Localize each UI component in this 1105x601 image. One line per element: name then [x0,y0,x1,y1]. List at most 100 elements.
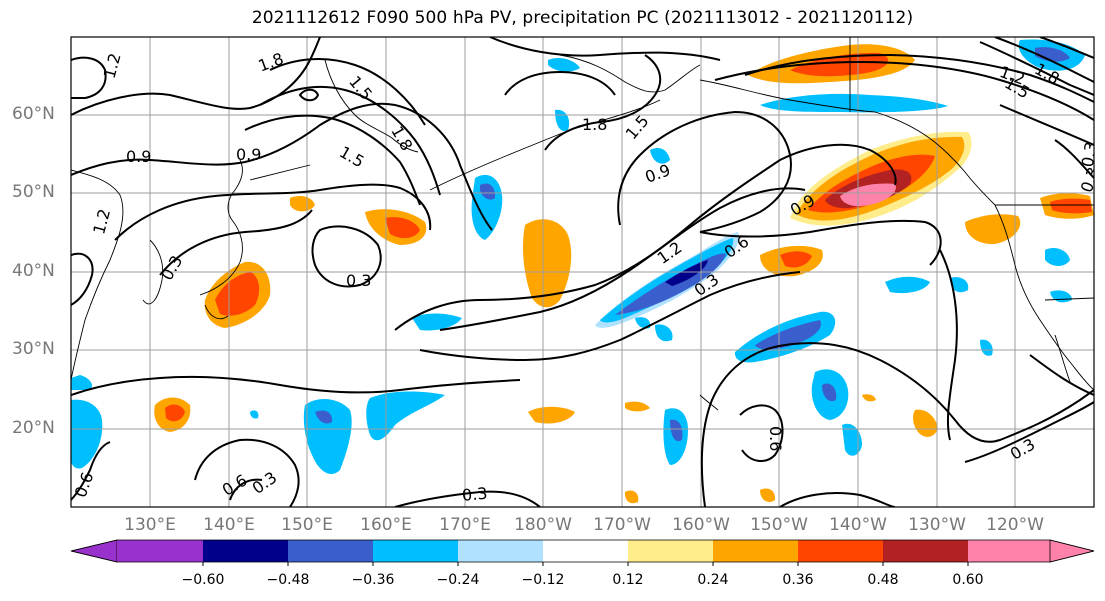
colorbar-tick-label: 0.36 [782,572,814,588]
lon-label: 130°W [908,515,966,535]
pv-contour [419,271,801,362]
pv-contour [298,88,320,102]
lon-label: 150°W [750,515,808,535]
coastline-japan-kyushu [204,304,229,320]
colorbar-segment [968,540,1050,562]
coastline-alaska-west [559,54,701,93]
coastline-kurils [249,164,311,181]
coastline-na-west [994,204,1094,391]
precip-negative-blob [822,383,837,402]
precip-negative-blob [755,320,821,350]
pv-contour [394,143,897,331]
precip-negative-blob [842,423,862,456]
colorbar-tick-label: 0.60 [952,572,984,588]
coastline-korea [142,239,164,305]
pv-contour [71,441,111,501]
colorbar-segment [458,540,543,562]
precip-negative-blob [760,93,948,113]
pv-contour [394,490,541,507]
precip-negative-blob [650,148,670,164]
pv-contour [700,342,1094,507]
colorbar-segment [798,540,883,562]
precip-positive-blob [165,404,185,422]
lon-label: 160°E [360,515,412,535]
pv-contour [504,70,616,96]
precip-negative-blob [471,174,503,240]
precip-positive-blob [780,251,812,268]
contour-label: 0.9 [236,145,261,164]
colorbar-tick-label: −0.36 [351,572,395,588]
coastline-hawaii [699,394,719,411]
pv-contour [71,102,493,231]
precip-negative-blob [250,410,259,419]
precip-positive-blob [840,183,896,207]
colorbar-tick-label: 0.12 [612,572,644,588]
lat-label: 60°N [12,104,55,124]
precip-positive-blob [1050,198,1092,214]
colorbar-outline [70,539,1095,563]
precip-positive-blob [862,394,876,402]
lon-label: 140°E [203,515,255,535]
pv-contour [71,252,94,306]
precip-negative-blob [1045,248,1070,266]
lat-label: 40°N [12,261,55,281]
colorbar-tick-label: −0.24 [436,572,480,588]
pv-contour [194,438,300,507]
precip-negative-blob [655,324,673,342]
lat-label: 50°N [12,182,55,202]
colorbar-segment [373,540,458,562]
contour-label: 0.3 [346,271,371,290]
pv-contours [71,37,1094,507]
contour-label: 0.6 [766,426,785,451]
precip-positive-blob [760,488,776,502]
lat-label: 20°N [12,418,55,438]
pv-contour [779,492,896,507]
precip-negative-blob [71,399,103,469]
pv-contour [617,110,792,233]
lon-label: 170°E [439,515,491,535]
colorbar-tick-label: 0.24 [697,572,729,588]
precip-positive-blob [528,406,575,424]
contour-label: 0.3 [461,484,488,505]
precip-negative-blob [670,419,683,442]
pv-contour [159,209,313,276]
lon-label: 140°W [829,515,887,535]
pv-contour [1029,354,1094,396]
colorbar-segment [628,540,713,562]
colorbar-segment [288,540,373,562]
precip-negative-blob [480,183,496,200]
pv-contour [229,478,263,501]
colorbar-tick-label: −0.48 [266,572,310,588]
lon-label: 130°E [124,515,176,535]
pv-contour [439,187,806,331]
colorbar-segment [117,540,203,562]
grid-lines [71,37,1094,507]
precip-negative-blob [980,339,993,356]
precip-negative-blob [71,375,92,390]
pv-contour [244,114,421,206]
precip-positive-blob [790,52,889,77]
precip-positive-blob [215,272,260,316]
pv-contour [311,225,382,288]
pv-contour [979,41,1094,96]
colorbar-segment [203,540,288,562]
colorbar-segment [543,540,628,562]
colorbar [70,539,1095,566]
contour-label: 0.9 [126,147,151,166]
pv-contour [544,54,662,151]
colorbar-extend-right [1049,539,1095,563]
precip-positive-blob [624,490,639,504]
pv-contour [71,37,321,116]
border-us-mexico [1044,297,1094,301]
pv-contour [999,104,1094,146]
pv-contour [994,37,1094,83]
precip-positive-blob [965,214,1021,245]
pv-contour [269,57,426,126]
lon-label: 150°E [281,515,333,535]
pv-contour [71,56,107,99]
coastline-baja [1054,334,1071,383]
colorbar-extend-left [70,539,118,563]
coastline-asia [71,169,124,381]
lon-label: 170°W [593,515,651,535]
pv-contour [939,249,958,441]
